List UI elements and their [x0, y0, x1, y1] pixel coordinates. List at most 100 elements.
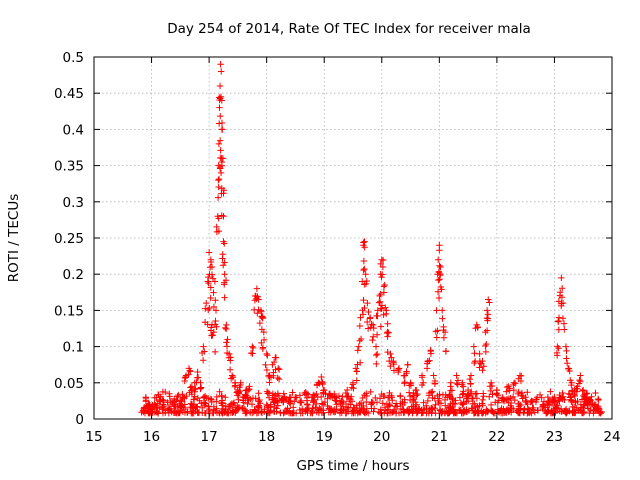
noise-point: [472, 390, 479, 398]
data-point-cluster: [561, 326, 568, 333]
data-point-cluster: [231, 383, 239, 390]
data-point-cluster: [353, 368, 360, 375]
y-tick-label: 0.25: [54, 231, 84, 247]
data-point-cluster: [436, 276, 443, 283]
data-point-cluster: [376, 298, 384, 305]
noise-point: [515, 388, 522, 396]
noise-point: [355, 408, 363, 416]
noise-point: [318, 400, 326, 407]
data-point-cluster: [360, 296, 367, 304]
data-point: [344, 386, 351, 394]
noise-point: [162, 388, 169, 396]
data-point: [220, 213, 227, 220]
noise-point: [248, 401, 256, 408]
data-point-cluster: [394, 366, 402, 374]
data-point: [381, 281, 388, 289]
data-point-cluster: [412, 387, 419, 394]
data-point-cluster: [286, 397, 294, 405]
data-point-cluster: [554, 352, 561, 359]
data-point-cluster: [406, 382, 413, 389]
data-point-cluster: [302, 391, 309, 398]
noise-point: [460, 399, 467, 406]
data-point-cluster: [274, 374, 281, 382]
noise-point: [566, 408, 573, 415]
data-point-cluster: [563, 355, 570, 362]
data-point-cluster: [466, 375, 474, 383]
data-point-cluster: [350, 385, 357, 392]
data-point-cluster: [144, 402, 152, 409]
noise-point: [390, 406, 398, 414]
data-point-cluster: [227, 354, 234, 361]
data-point-cluster: [471, 350, 478, 357]
noise-point: [225, 403, 233, 410]
data-point-cluster: [477, 360, 485, 368]
data-point: [221, 271, 228, 278]
noise-point: [415, 407, 423, 414]
data-point-cluster: [223, 343, 231, 350]
data-point-cluster: [207, 284, 214, 291]
data-point-cluster: [345, 393, 352, 400]
data-point-cluster: [215, 175, 223, 183]
data-point-cluster: [320, 390, 327, 397]
data-point-cluster: [245, 386, 253, 393]
y-axis-label: ROTI / TECUs: [6, 194, 22, 282]
data-point-cluster: [337, 399, 345, 407]
noise-point: [250, 408, 257, 416]
data-point-cluster: [207, 258, 215, 266]
noise-point: [270, 398, 277, 405]
data-point-cluster: [369, 336, 376, 344]
data-point-cluster: [319, 380, 326, 388]
data-point-cluster: [385, 329, 392, 336]
data-point-cluster: [210, 289, 217, 296]
data-point-cluster: [360, 257, 368, 265]
noise-point: [370, 405, 378, 412]
data-point: [253, 285, 261, 292]
noise-point: [388, 394, 396, 401]
data-point-cluster: [387, 362, 394, 370]
data-point-cluster: [222, 276, 230, 284]
noise-point: [429, 405, 436, 413]
data-point-cluster: [222, 324, 229, 332]
data-point-cluster: [275, 375, 283, 383]
data-point: [387, 350, 394, 358]
data-point-cluster: [574, 385, 581, 393]
data-point-cluster: [220, 262, 227, 269]
data-point: [562, 343, 570, 350]
y-tick-label: 0.5: [63, 50, 84, 66]
data-point-cluster: [440, 334, 448, 341]
y-tick-labels: 0 0.05 0.1 0.15 0.2 0.25 0.3 0.35 0.4 0.45 0.5: [54, 50, 84, 428]
data-point: [441, 328, 449, 336]
noise-point: [475, 409, 483, 417]
noise-point: [234, 402, 241, 409]
data-point-cluster: [404, 361, 411, 368]
noise-point: [397, 392, 404, 399]
noise-point: [356, 408, 364, 415]
data-point-cluster: [366, 315, 374, 322]
noise-point: [409, 398, 417, 406]
x-tick-label: 16: [143, 429, 160, 445]
data-point: [357, 314, 364, 321]
data-point: [364, 299, 371, 307]
data-point-cluster: [493, 390, 500, 398]
data-point-cluster: [529, 398, 536, 405]
axis-ticks: [93, 56, 613, 420]
data-point-cluster: [471, 359, 478, 367]
noise-point: [456, 394, 464, 401]
noise-point: [347, 401, 354, 408]
noise-point: [230, 408, 237, 416]
x-tick-labels: 15 16 17 18 19 20 21 22 23 24: [85, 429, 620, 445]
x-tick-label: 23: [546, 429, 563, 445]
noise-point: [281, 409, 288, 416]
data-point-cluster: [463, 393, 471, 400]
data-point-cluster: [354, 361, 361, 368]
noise-point: [218, 402, 226, 409]
noise-point: [363, 398, 370, 406]
data-point-cluster: [221, 259, 228, 266]
noise-point: [344, 408, 352, 415]
data-point: [379, 263, 387, 271]
data-point-cluster: [483, 327, 491, 334]
noise-point: [273, 408, 280, 415]
data-point-cluster: [343, 393, 351, 401]
noise-point: [448, 396, 456, 403]
data-point-cluster: [280, 398, 287, 406]
